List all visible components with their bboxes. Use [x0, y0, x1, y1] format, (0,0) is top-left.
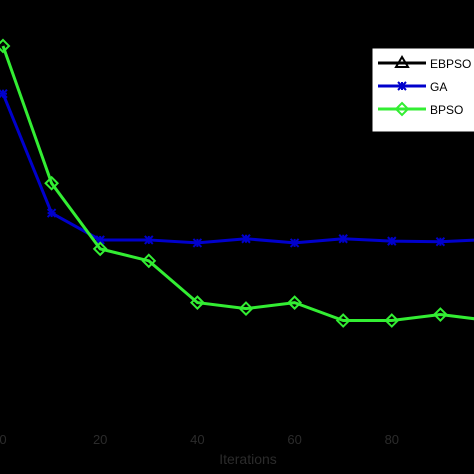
legend-entry: BPSO	[378, 101, 463, 117]
legend-marker	[394, 55, 410, 68]
data-point	[141, 319, 157, 333]
data-point	[92, 318, 108, 332]
series-line	[1, 271, 474, 335]
data-point	[432, 321, 449, 335]
data-point	[335, 313, 351, 328]
legend-entry: GA	[378, 80, 447, 94]
data-point	[141, 253, 157, 269]
series-ga	[0, 88, 474, 248]
data-point	[238, 315, 254, 329]
legend-label: EBPSO	[430, 57, 471, 71]
data-point	[287, 295, 303, 311]
data-point	[435, 237, 446, 247]
data-point	[387, 236, 397, 246]
series-bpso	[0, 38, 474, 328]
data-point	[189, 318, 206, 332]
legend-marker	[397, 81, 407, 91]
x-tick-label: 80	[385, 432, 399, 447]
data-point	[192, 238, 203, 248]
legend: EBPSO GA BPSO	[371, 47, 474, 133]
series-line	[1, 45, 474, 323]
data-point	[0, 264, 11, 278]
data-point	[144, 235, 154, 245]
data-point	[0, 38, 11, 54]
legend-marker	[394, 101, 410, 117]
data-point	[335, 318, 351, 332]
data-point	[238, 301, 254, 316]
data-point	[286, 313, 303, 327]
x-tick-label: 40	[190, 432, 204, 447]
data-point	[432, 307, 448, 322]
data-point	[189, 295, 205, 311]
data-point	[92, 241, 108, 257]
legend-label: GA	[430, 80, 447, 94]
data-point	[384, 324, 400, 338]
x-tick-label: 20	[93, 432, 107, 447]
data-point	[384, 313, 400, 328]
data-point	[0, 88, 8, 99]
data-point	[95, 235, 105, 245]
x-axis: 0 20 40 60 80	[0, 432, 399, 447]
data-point	[289, 238, 300, 248]
series-ebpso	[0, 264, 474, 338]
data-point	[338, 234, 348, 244]
data-point	[43, 324, 60, 338]
x-axis-title: Iterations	[219, 451, 277, 467]
x-tick-label: 0	[0, 432, 7, 447]
data-point	[46, 208, 57, 218]
data-point	[44, 175, 60, 191]
legend-label: BPSO	[430, 103, 463, 117]
x-tick-label: 60	[287, 432, 301, 447]
data-point	[241, 234, 251, 244]
legend-entry: EBPSO	[378, 55, 471, 71]
plot-area	[0, 38, 474, 338]
